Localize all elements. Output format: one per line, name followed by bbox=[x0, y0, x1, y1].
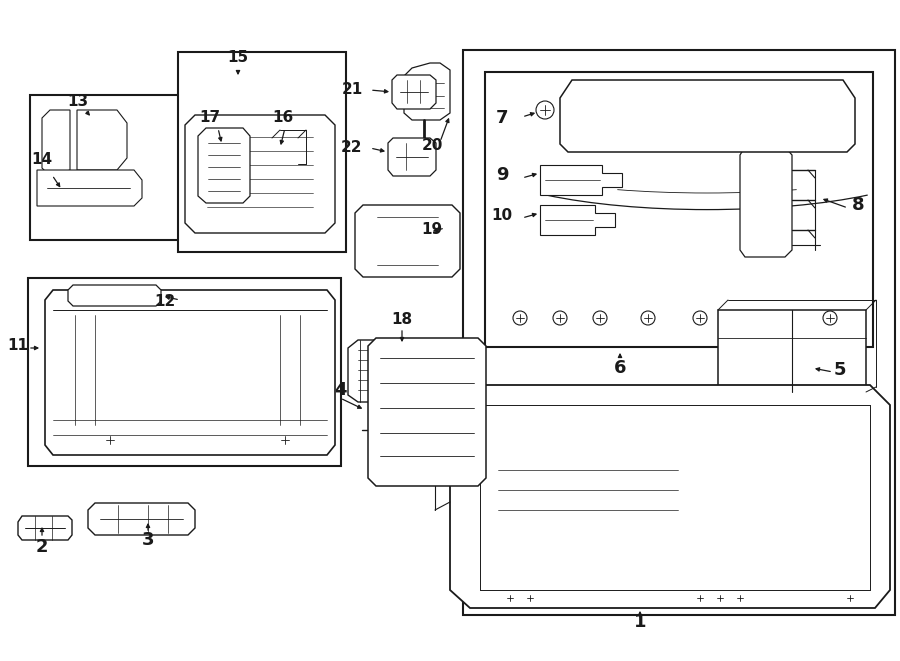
Bar bbox=[718, 310, 866, 392]
Bar bbox=[200, 130, 320, 218]
Polygon shape bbox=[540, 165, 622, 195]
Polygon shape bbox=[42, 110, 70, 176]
Bar bbox=[86, 288, 138, 296]
Bar bbox=[380, 400, 474, 430]
Bar bbox=[380, 356, 474, 386]
Text: 19: 19 bbox=[421, 223, 443, 237]
Text: 11: 11 bbox=[7, 338, 29, 352]
Text: 8: 8 bbox=[851, 196, 864, 214]
Text: 4: 4 bbox=[334, 381, 346, 399]
Bar bbox=[380, 443, 474, 473]
Text: 5: 5 bbox=[833, 361, 846, 379]
Text: 3: 3 bbox=[142, 531, 154, 549]
Polygon shape bbox=[450, 385, 890, 608]
Polygon shape bbox=[355, 205, 460, 277]
Text: 2: 2 bbox=[36, 538, 49, 556]
Text: 1: 1 bbox=[634, 613, 646, 631]
Text: 20: 20 bbox=[421, 137, 443, 153]
Text: 16: 16 bbox=[273, 110, 293, 126]
Polygon shape bbox=[560, 80, 855, 152]
Text: 7: 7 bbox=[496, 109, 508, 127]
Polygon shape bbox=[37, 170, 142, 206]
Bar bbox=[272, 138, 298, 164]
Bar bbox=[75, 315, 300, 425]
Text: 17: 17 bbox=[200, 110, 220, 126]
Bar bbox=[28, 278, 341, 466]
Bar bbox=[485, 72, 873, 347]
Polygon shape bbox=[198, 128, 250, 203]
Bar bbox=[95, 325, 275, 415]
Bar bbox=[695, 420, 860, 550]
Text: 22: 22 bbox=[341, 141, 363, 155]
Text: 15: 15 bbox=[228, 50, 248, 65]
Bar bbox=[498, 420, 678, 575]
Bar bbox=[367, 217, 448, 265]
Text: 14: 14 bbox=[32, 153, 52, 167]
Polygon shape bbox=[368, 338, 486, 486]
Polygon shape bbox=[540, 205, 615, 235]
Polygon shape bbox=[77, 110, 127, 170]
Bar bbox=[178, 52, 346, 252]
Polygon shape bbox=[45, 290, 335, 455]
Polygon shape bbox=[88, 503, 195, 535]
Text: 13: 13 bbox=[68, 95, 88, 110]
Text: 10: 10 bbox=[491, 208, 513, 223]
Polygon shape bbox=[348, 340, 398, 402]
Polygon shape bbox=[404, 63, 450, 120]
Polygon shape bbox=[392, 75, 436, 109]
Text: 6: 6 bbox=[614, 359, 626, 377]
Bar bbox=[30, 95, 185, 240]
Polygon shape bbox=[68, 285, 161, 306]
Polygon shape bbox=[388, 138, 436, 176]
Text: 21: 21 bbox=[341, 83, 363, 98]
Text: 9: 9 bbox=[496, 166, 508, 184]
Text: 18: 18 bbox=[392, 313, 412, 327]
Bar bbox=[463, 50, 895, 615]
Polygon shape bbox=[740, 147, 792, 257]
Text: 12: 12 bbox=[155, 295, 176, 309]
Polygon shape bbox=[185, 115, 335, 233]
Polygon shape bbox=[18, 516, 72, 540]
